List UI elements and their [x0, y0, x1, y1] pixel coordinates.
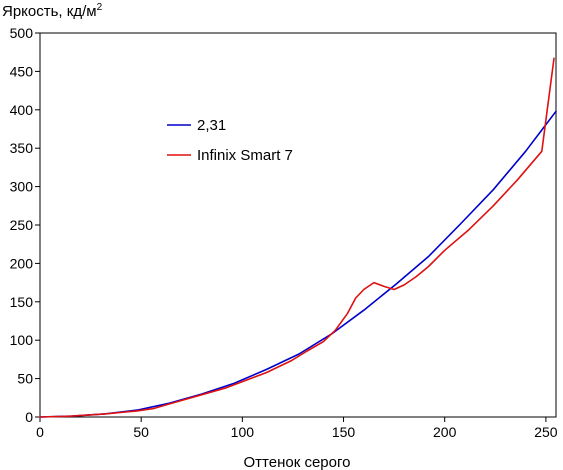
plot-border — [39, 32, 557, 418]
y-axis-label-superscript: 2 — [97, 2, 103, 13]
plot-frame — [39, 32, 557, 418]
x-tick-label: 0 — [36, 424, 44, 440]
y-axis: 0 50 100 150 200 250 300 350 400 450 500 — [10, 25, 40, 425]
y-tick-label: 250 — [10, 217, 34, 233]
y-tick-label: 100 — [10, 332, 34, 348]
y-tick-label: 50 — [17, 371, 33, 387]
x-axis: 0 50 100 150 200 250 — [36, 417, 558, 440]
y-tick-label: 300 — [10, 179, 34, 195]
y-axis-label: Яркость, кд/м2 — [2, 2, 103, 20]
x-tick-label: 50 — [133, 424, 149, 440]
y-axis-label-text: Яркость, кд/м — [2, 3, 97, 20]
legend-label: Infinix Smart 7 — [197, 147, 293, 164]
x-tick-label: 250 — [534, 424, 558, 440]
series-line-1 — [39, 110, 557, 418]
y-tick-label: 450 — [10, 63, 34, 79]
y-tick-label: 200 — [10, 255, 34, 271]
legend-label: 2,31 — [197, 117, 226, 134]
y-tick-label: 150 — [10, 294, 34, 310]
y-tick-label: 500 — [10, 25, 34, 41]
x-tick-label: 100 — [231, 424, 255, 440]
legend: 2,31 Infinix Smart 7 — [167, 117, 293, 164]
series-lines — [39, 57, 557, 418]
x-tick-label: 200 — [433, 424, 457, 440]
y-tick-label: 400 — [10, 102, 34, 118]
series-line-2 — [39, 57, 555, 418]
y-tick-label: 350 — [10, 140, 34, 156]
y-tick-label: 0 — [25, 409, 33, 425]
x-tick-label: 150 — [332, 424, 356, 440]
x-axis-label: Оттенок серого — [244, 454, 351, 470]
